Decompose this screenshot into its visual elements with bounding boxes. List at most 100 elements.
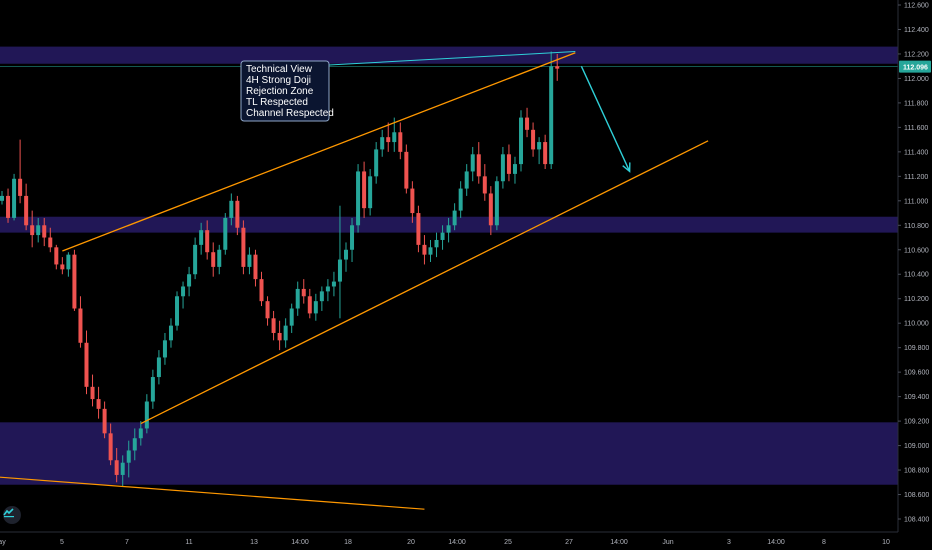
candle-body-27 [162,340,167,358]
time-tick-label-15: 8 [822,539,826,546]
candle-body-52 [313,301,318,314]
annotation-box [240,60,330,122]
price-tick-label-1: 112.400 [904,27,929,34]
candle-body-18 [108,433,113,461]
time-tick-label-12: Jun [662,539,673,546]
candle-body-35 [211,252,216,267]
candle-body-55 [331,281,336,287]
channel-upper-line [62,52,576,252]
candle-body-32 [193,244,198,275]
time-tick-label-7: 20 [407,539,415,546]
candle-body-69 [416,213,421,245]
candle-body-30 [181,286,186,297]
candle-body-62 [374,149,379,177]
candle-body-88 [531,129,536,150]
candle-body-75 [452,210,457,226]
price-tick-label-16: 109.400 [904,394,929,401]
candle-body-72 [434,239,439,248]
candle-body-2 [12,178,17,218]
candle-body-58 [350,225,355,250]
candle-body-61 [368,176,373,209]
candle-body-80 [482,176,487,194]
time-axis-panel [0,532,932,550]
price-axis-panel [898,0,932,550]
candle-body-4 [24,195,29,226]
tradingview-logo-icon[interactable] [3,506,21,524]
candle-body-67 [404,151,409,189]
candle-body-34 [205,230,210,253]
candle-body-43 [259,279,264,302]
candle-body-40 [241,227,246,267]
price-tick-label-13: 110.000 [904,321,929,328]
price-tick-label-15: 109.600 [904,370,929,377]
annotation-line-4: Channel Respected [246,108,334,119]
time-tick-label-2: 7 [125,539,129,546]
time-tick-label-11: 14:00 [610,539,628,546]
candle-body-42 [253,254,258,280]
candle-body-92 [555,66,560,69]
candle-body-15 [90,386,95,400]
price-tick-label-6: 111.400 [904,149,928,156]
candle-body-83 [500,154,505,182]
candle-body-90 [543,142,548,165]
price-tick-label-19: 108.800 [904,468,929,475]
price-tick-label-11: 110.400 [904,272,929,279]
candle-body-76 [458,188,463,211]
candle-body-73 [440,232,445,240]
candle-body-57 [343,249,348,260]
channel-lower-line [140,140,709,425]
candle-body-1 [6,195,11,218]
price-tick-label-17: 109.200 [904,419,929,426]
candle-body-28 [168,325,173,341]
price-tick-label-20: 108.600 [904,492,929,499]
candle-body-71 [428,247,433,255]
price-tick-label-3: 112.000 [904,76,929,83]
price-tick-label-0: 112.600 [904,3,929,10]
time-tick-label-13: 3 [727,539,731,546]
price-tick-label-18: 109.000 [904,443,929,450]
candle-body-59 [356,171,361,226]
time-tick-label-16: 10 [882,539,890,546]
annotation-line-3: TL Respected [246,97,308,108]
candle-body-22 [132,438,137,451]
candle-body-16 [96,399,101,409]
candle-body-86 [519,117,524,165]
time-tick-label-3: 11 [185,539,192,546]
price-tick-label-7: 111.200 [904,174,928,181]
candle-body-23 [138,428,143,439]
candle-body-38 [229,200,234,218]
candle-body-20 [120,462,125,475]
candle-body-39 [235,200,240,228]
time-tick-label-9: 25 [504,539,512,546]
candle-body-51 [307,296,312,314]
candle-body-33 [199,230,204,245]
annotation-line-1: 4H Strong Doji [246,75,311,86]
candle-body-77 [464,171,469,189]
candle-body-41 [247,254,252,267]
projection-arrow-shaft [580,65,631,172]
support-resistance-zone-2 [0,422,898,485]
candle-body-44 [265,301,270,319]
candle-body-65 [392,132,397,143]
price-tick-label-14: 109.800 [904,345,929,352]
candle-body-74 [446,225,451,233]
candle-body-50 [301,288,306,297]
candle-body-89 [537,142,542,150]
candle-body-66 [398,132,403,152]
candle-body-60 [362,171,367,209]
annotation-leader-line [328,51,576,66]
candle-body-7 [42,225,47,238]
lower-trendline [0,476,425,510]
price-tick-label-5: 111.600 [904,125,928,132]
candle-body-81 [488,193,493,226]
candle-body-64 [386,137,391,143]
candle-body-5 [30,225,35,236]
price-tick-label-2: 112.200 [904,51,929,58]
candle-body-85 [512,164,517,174]
candle-body-37 [223,217,228,250]
candle-body-84 [506,154,511,174]
candle-body-29 [175,296,180,326]
candle-body-68 [410,188,415,214]
